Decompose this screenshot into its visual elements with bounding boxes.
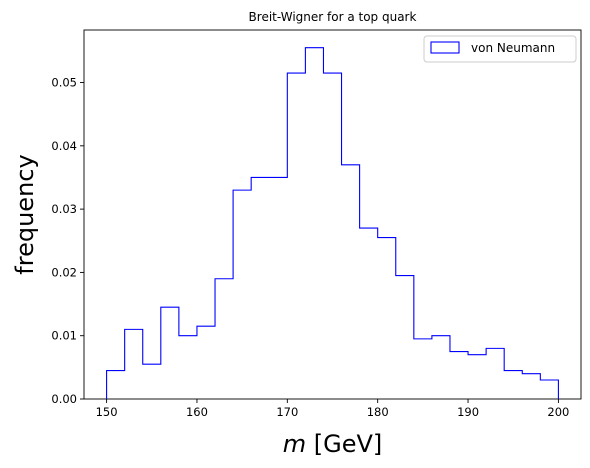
histogram-bin (342, 165, 360, 399)
x-tick-label: 150 (96, 405, 118, 419)
y-axis-label: frequency (11, 154, 39, 274)
y-tick-label: 0.03 (51, 202, 77, 216)
histogram-bin (143, 364, 161, 399)
histogram-outline (106, 47, 559, 399)
histogram-bin (305, 48, 323, 399)
histogram-bin (269, 177, 287, 399)
x-axis-label: m [GeV] (283, 430, 383, 458)
histogram-bin (486, 348, 504, 399)
x-tick-label: 160 (186, 405, 208, 419)
histogram-bin (468, 355, 486, 399)
x-axis-label-symbol: m (283, 430, 306, 458)
histogram-bin (233, 190, 251, 399)
histogram-bin (360, 228, 378, 399)
histogram-bin (414, 339, 432, 399)
histogram-bin (450, 352, 468, 399)
legend-frame (423, 35, 577, 63)
histogram-bin (197, 326, 215, 399)
histogram-bin (396, 276, 414, 399)
axes-frame (83, 29, 582, 400)
histogram-bin (107, 371, 125, 399)
legend-label: von Neumann (471, 41, 555, 55)
histogram-bin (432, 336, 450, 399)
histogram-bin (378, 238, 396, 399)
chart-title: Breit-Wigner for a top quark (249, 10, 417, 24)
legend-swatch (430, 41, 460, 54)
y-tick-label: 0.01 (51, 329, 77, 343)
histogram-bin (179, 336, 197, 399)
histogram-bin (161, 307, 179, 399)
x-tick-label: 200 (547, 405, 569, 419)
plot-area: 150 160 170 180 190 200 0.00 0.01 0.02 0.03 0.04 0.… (51, 29, 582, 419)
histogram-bin (287, 73, 305, 399)
x-tick-label: 190 (457, 405, 479, 419)
y-tick-label: 0.05 (51, 76, 77, 90)
y-tick-label: 0.00 (51, 392, 77, 406)
histogram-bin (251, 177, 269, 399)
histogram-bin (522, 374, 540, 399)
legend[interactable]: von Neumann (423, 35, 577, 63)
histogram-bin (504, 371, 522, 399)
y-tick-label: 0.02 (51, 265, 77, 279)
x-tick-label: 170 (276, 405, 298, 419)
histogram-bin (323, 73, 341, 399)
histogram-bin (125, 329, 143, 399)
x-axis-label-unit: [GeV] (306, 430, 382, 458)
x-tick-label: 180 (367, 405, 389, 419)
y-tick-label: 0.04 (51, 139, 77, 153)
histogram-bin (215, 279, 233, 399)
histogram-bin (540, 380, 558, 399)
